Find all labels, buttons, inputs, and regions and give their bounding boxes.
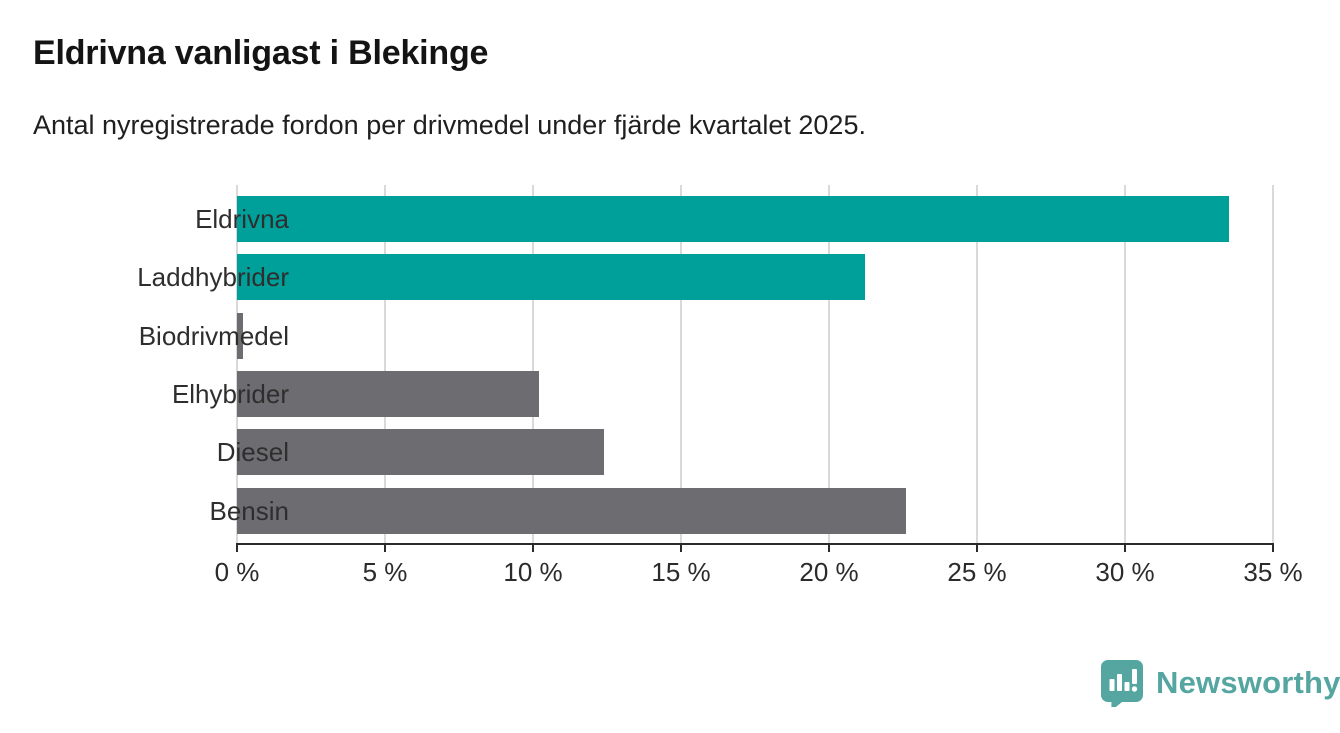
x-axis-tick-label-35: 35 %: [1243, 557, 1303, 587]
x-axis-tick-label-0: 0 %: [214, 557, 260, 587]
category-label-diesel: Diesel: [216, 437, 289, 468]
bar-diesel: [237, 429, 605, 476]
x-axis-tick-15: [680, 543, 682, 552]
bar-eldrivna: [237, 196, 1229, 242]
x-axis-tick-35: [1272, 543, 1274, 552]
newsworthy-icon: [1100, 659, 1144, 709]
x-axis-tick-label-30: 30 %: [1095, 557, 1155, 587]
gridline-5: [384, 185, 386, 543]
x-axis-tick-label-20: 20 %: [799, 557, 859, 587]
category-label-bensin: Bensin: [209, 495, 290, 526]
x-axis-tick-30: [1124, 543, 1126, 552]
x-axis-tick-label-25: 25 %: [947, 557, 1007, 587]
gridline-0: [236, 185, 238, 543]
plot-area: 0 % 5 % 10 % 15 % 20 % 25 % 30 % 35 %: [215, 185, 1303, 587]
x-axis-tick-label-15: 15 %: [651, 557, 711, 587]
gridline-35: [1272, 185, 1274, 543]
bar-elhybrider: [237, 370, 539, 417]
bar-bensin: [237, 487, 906, 534]
category-label-eldrivna: Eldrivna: [195, 204, 289, 234]
category-label-elhybrider: Elhybrider: [171, 378, 289, 409]
chart-subtitle: Antal nyregistrerade fordon per drivmede…: [33, 110, 866, 140]
brand-logo: Newsworthy: [1100, 659, 1340, 709]
gridline-10: [532, 185, 534, 543]
x-axis-tick-label-10: 10 %: [503, 557, 563, 587]
category-label-biodrivmedel: Biodrivmedel: [138, 320, 289, 351]
gridline-25: [976, 185, 978, 543]
x-axis-tick-25: [976, 543, 978, 552]
x-axis-tick-0: [236, 543, 238, 552]
page-title: Eldrivna vanligast i Blekinge: [33, 34, 489, 72]
gridline-20: [828, 185, 830, 543]
x-axis-tick-5: [384, 543, 386, 552]
brand-name: Newsworthy: [1156, 665, 1340, 700]
bar-laddhybrider: [237, 254, 865, 301]
category-label-laddhybrider: Laddhybrider: [137, 262, 289, 293]
bar-biodrivmedel: [237, 312, 243, 359]
gridline-30: [1124, 185, 1126, 543]
x-axis-tick-20: [828, 543, 830, 552]
x-axis-tick-10: [532, 543, 534, 552]
gridline-15: [680, 185, 682, 543]
x-axis-tick-label-5: 5 %: [362, 557, 408, 587]
